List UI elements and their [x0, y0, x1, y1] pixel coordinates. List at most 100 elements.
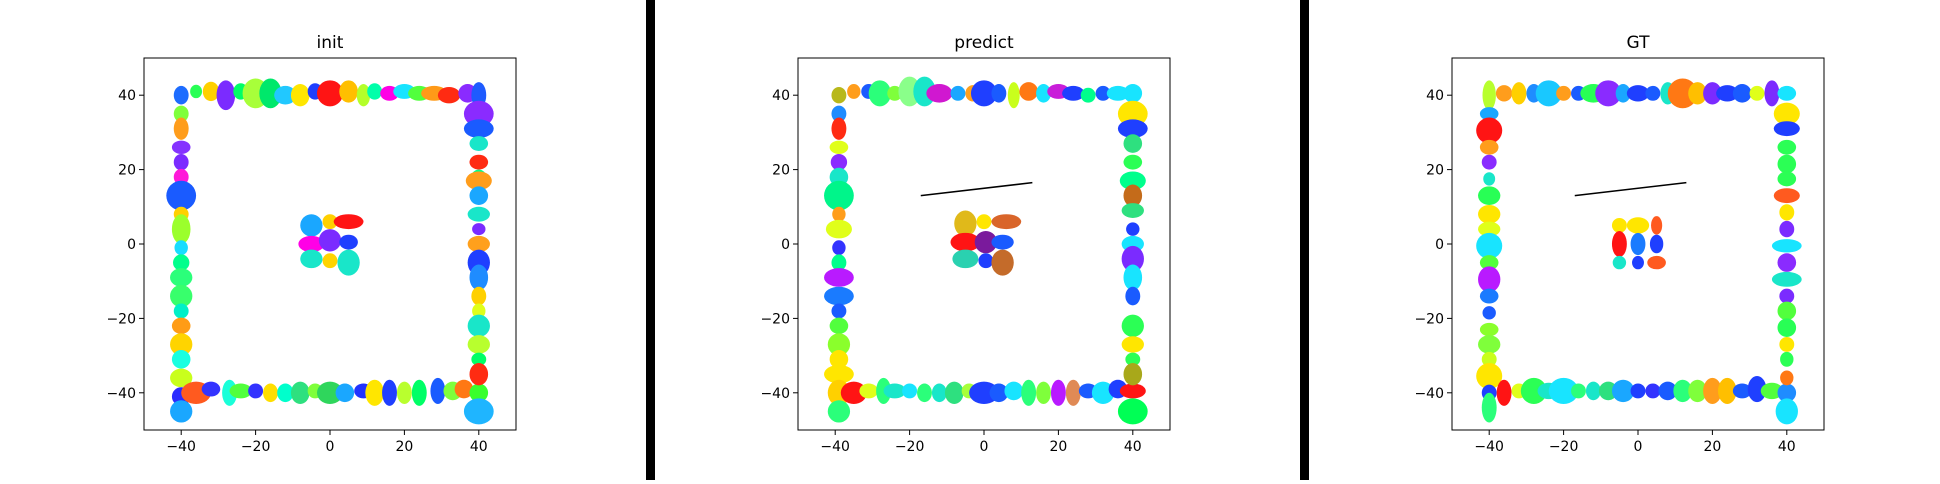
ellipse-point-1-67: [465, 171, 492, 191]
y-tick-label-3-1: −40: [1414, 386, 1444, 402]
chart-title-3: GT: [1627, 33, 1651, 53]
x-tick-label-3-1: −40: [1474, 439, 1504, 455]
ellipse-point-1-1: [173, 85, 189, 105]
ellipse-point-1-22: [173, 105, 189, 122]
ellipse-point-2-85: [978, 253, 994, 269]
ellipse-point-2-78: [954, 210, 977, 237]
ellipse-point-3-51: [1645, 383, 1661, 399]
ellipse-point-2-5: [887, 85, 903, 101]
ellipse-point-1-80: [300, 214, 323, 237]
ellipse-point-2-27: [824, 180, 854, 211]
ellipse-point-2-60: [1119, 383, 1146, 399]
ellipse-point-3-57: [1732, 383, 1752, 399]
panel-divider-2: [1300, 0, 1309, 480]
ellipse-point-3-28: [1478, 204, 1501, 224]
ellipse-point-1-27: [166, 180, 197, 211]
ellipse-point-3-67: [1773, 188, 1800, 204]
ellipse-point-1-76: [467, 314, 490, 337]
ellipse-point-1-40: [170, 400, 193, 423]
ellipse-point-1-31: [173, 254, 190, 271]
ellipse-point-1-79: [469, 363, 489, 386]
ellipse-point-1-38: [170, 368, 193, 388]
y-tick-label-1-2: −20: [106, 311, 136, 327]
ellipse-point-3-25: [1481, 154, 1497, 170]
ellipse-point-2-73: [1125, 286, 1141, 306]
ellipse-point-3-18: [1732, 84, 1752, 103]
ellipse-point-1-13: [356, 84, 371, 107]
ellipse-point-3-10: [1615, 84, 1631, 103]
ellipse-point-2-32: [824, 268, 854, 287]
ellipse-point-2-2: [847, 84, 861, 99]
ellipse-point-2-47: [931, 383, 947, 403]
ellipse-point-2-69: [1126, 222, 1140, 236]
ellipse-point-3-22: [1479, 107, 1499, 121]
ellipse-point-2-86: [991, 249, 1014, 276]
ellipse-point-3-75: [1777, 318, 1797, 338]
ellipse-point-3-2: [1495, 85, 1513, 102]
ellipse-point-1-82: [333, 214, 364, 230]
ellipse-point-2-53: [1021, 379, 1037, 406]
ellipse-point-3-41: [1496, 379, 1512, 406]
ellipse-point-3-72: [1771, 271, 1802, 287]
y-tick-label-1-5: 40: [118, 88, 136, 104]
series-line-3: [1574, 181, 1687, 197]
ellipse-point-1-54: [382, 379, 397, 406]
ellipse-point-3-12: [1645, 85, 1661, 101]
ellipse-point-3-29: [1478, 221, 1501, 237]
ellipse-point-3-30: [1476, 232, 1503, 259]
ellipse-point-3-24: [1479, 139, 1499, 155]
chart-title-2: predict: [954, 33, 1014, 53]
y-tick-label-3-5: 40: [1426, 88, 1444, 104]
ellipse-point-3-21: [1777, 85, 1797, 101]
ellipse-point-3-56: [1717, 377, 1737, 404]
ellipse-point-3-70: [1771, 239, 1802, 253]
ellipse-point-1-84: [318, 229, 342, 252]
ellipse-point-2-74: [1121, 314, 1144, 337]
ellipse-point-1-9: [290, 84, 310, 107]
ellipse-point-2-50: [969, 381, 999, 404]
ellipse-point-1-59: [454, 379, 474, 399]
ellipse-point-3-17: [1716, 85, 1739, 102]
ellipse-point-2-41: [840, 381, 867, 404]
ellipse-point-3-71: [1777, 253, 1797, 272]
ellipse-point-1-23: [173, 117, 189, 140]
y-tick-label-2-2: −20: [760, 311, 790, 327]
ellipse-point-1-62: [463, 100, 494, 127]
ellipse-point-3-58: [1747, 376, 1767, 403]
ellipse-point-3-45: [1548, 377, 1579, 404]
ellipse-point-2-81: [950, 232, 981, 252]
ellipse-point-2-63: [1117, 119, 1148, 138]
ellipse-point-3-43: [1520, 377, 1547, 404]
ellipse-point-1-45: [248, 383, 264, 399]
ellipse-point-2-1: [831, 87, 847, 104]
ellipse-point-3-27: [1478, 186, 1501, 205]
ellipse-point-3-31: [1479, 255, 1499, 271]
ellipse-point-1-14: [367, 83, 383, 100]
x-tick-label-3-4: 20: [1703, 439, 1721, 455]
ellipse-point-1-34: [173, 303, 189, 319]
ellipse-point-1-56: [411, 379, 427, 406]
y-tick-label-1-4: 20: [118, 163, 136, 179]
ellipse-point-2-9: [950, 85, 966, 101]
ellipse-point-1-86: [300, 249, 323, 269]
ellipse-point-3-6: [1556, 85, 1572, 101]
ellipse-point-1-78: [471, 352, 487, 367]
ellipse-point-2-13: [1007, 82, 1020, 109]
ellipse-point-2-42: [859, 383, 878, 399]
ellipse-point-3-82: [1611, 230, 1627, 258]
ellipse-point-1-50: [316, 381, 344, 404]
ellipse-point-1-26: [173, 168, 189, 186]
ellipse-point-1-71: [467, 235, 490, 253]
ellipse-point-2-33: [824, 286, 854, 306]
ellipse-point-2-15: [1036, 84, 1051, 103]
subplot-2: −40 −20 0 20 40 −40 −20 0 20 40 predict: [760, 33, 1171, 455]
ellipse-point-3-9: [1595, 80, 1622, 107]
ellipse-point-1-2: [190, 84, 203, 99]
ellipse-point-3-86: [1632, 255, 1644, 270]
ellipse-point-3-60: [1777, 383, 1797, 403]
ellipse-point-3-64: [1777, 139, 1797, 155]
ellipse-point-2-30: [832, 240, 846, 256]
ellipse-point-3-20: [1764, 80, 1780, 107]
y-tick-label-1-1: −40: [106, 386, 136, 402]
